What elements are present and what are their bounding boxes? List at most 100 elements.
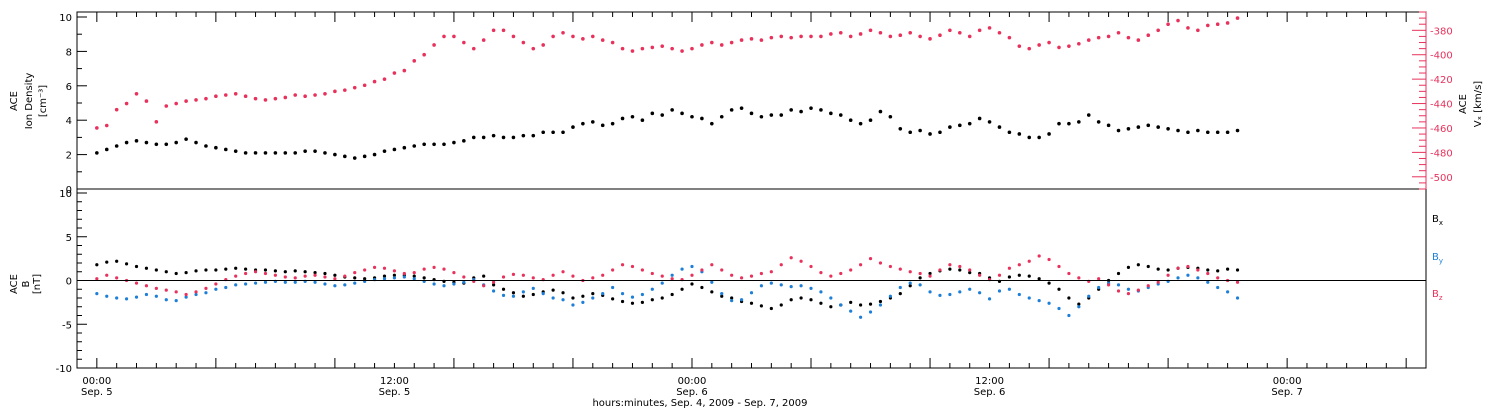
data-point — [710, 121, 714, 126]
data-point — [1235, 268, 1240, 272]
data-point — [928, 290, 932, 294]
data-point — [501, 293, 506, 297]
data-point — [571, 125, 575, 129]
data-point — [313, 93, 317, 97]
right-ylabel-line1: ACE — [1458, 94, 1469, 114]
data-point — [392, 269, 397, 273]
data-point — [561, 291, 565, 295]
data-point — [948, 267, 952, 271]
data-point — [1057, 121, 1061, 126]
data-point — [372, 79, 377, 84]
data-point — [650, 271, 654, 276]
data-point — [1166, 268, 1170, 272]
data-point — [1196, 28, 1200, 33]
data-point — [174, 271, 178, 276]
data-point — [551, 273, 555, 277]
data-point — [730, 299, 734, 303]
data-point — [134, 139, 139, 143]
data-point — [134, 281, 139, 285]
data-point — [105, 260, 109, 264]
data-point — [839, 271, 843, 276]
data-point — [402, 145, 407, 150]
data-point — [471, 46, 476, 51]
data-point — [640, 46, 645, 51]
data-point — [958, 123, 962, 128]
data-point — [283, 270, 287, 274]
data-point — [412, 274, 416, 278]
data-point — [1226, 290, 1230, 294]
data-point — [1007, 130, 1012, 135]
data-point — [660, 281, 664, 285]
data-point — [481, 38, 486, 42]
data-point — [194, 269, 198, 273]
data-point — [392, 276, 397, 280]
data-point — [164, 270, 168, 274]
data-point — [620, 116, 625, 121]
data-point — [1007, 287, 1011, 291]
data-point — [829, 296, 833, 300]
data-point — [888, 114, 893, 119]
data-point — [323, 91, 327, 96]
data-point — [918, 271, 922, 276]
data-point — [303, 149, 307, 153]
data-point — [253, 270, 258, 274]
data-point — [551, 288, 555, 292]
data-point — [799, 34, 803, 39]
data-point — [343, 274, 347, 278]
top-ytick-label: 0 — [66, 185, 72, 196]
data-point — [273, 273, 277, 277]
data-point — [234, 274, 238, 278]
data-point — [819, 301, 823, 305]
data-point — [680, 49, 684, 53]
data-point — [372, 152, 377, 157]
data-point — [224, 267, 228, 271]
data-point — [819, 290, 823, 294]
data-point — [1037, 43, 1041, 47]
data-point — [749, 37, 754, 41]
data-point — [1017, 44, 1022, 48]
data-point — [789, 298, 793, 302]
data-point — [452, 140, 456, 145]
data-point — [908, 281, 912, 285]
data-point — [392, 273, 397, 277]
data-point — [521, 290, 525, 294]
data-point — [967, 121, 972, 126]
data-point — [115, 296, 119, 300]
data-point — [1087, 294, 1091, 298]
x-tick-label-time: 00:00 — [678, 376, 707, 387]
data-point — [591, 276, 595, 280]
data-point — [1086, 38, 1091, 42]
data-point — [660, 296, 664, 300]
data-point — [501, 287, 506, 291]
data-point — [858, 32, 863, 36]
x-tick-label-time: 12:00 — [380, 376, 409, 387]
data-point — [144, 266, 149, 270]
data-point — [353, 271, 357, 275]
data-point — [154, 142, 159, 147]
data-point — [829, 111, 833, 116]
data-point — [333, 284, 337, 288]
right-ylabel-line2: Vₓ [km/s] — [1473, 81, 1484, 127]
data-point — [1225, 21, 1230, 25]
bottom-ytick-label: 5 — [66, 233, 72, 244]
data-point — [253, 96, 258, 101]
data-point — [987, 26, 992, 30]
data-point — [1186, 26, 1190, 30]
data-point — [531, 133, 536, 138]
data-point — [1007, 266, 1011, 270]
bottom-ylabel-line2: B — [21, 280, 32, 287]
data-point — [1057, 306, 1061, 311]
data-point — [958, 264, 962, 269]
data-point — [759, 38, 764, 42]
data-point — [95, 126, 99, 130]
data-point — [422, 142, 426, 147]
data-point — [263, 280, 268, 284]
data-point — [104, 123, 109, 128]
data-point — [452, 271, 456, 275]
top-ylabel-line2: Ion Density — [24, 73, 35, 130]
data-point — [958, 30, 962, 35]
data-point — [779, 263, 783, 267]
data-point — [700, 285, 704, 290]
data-point — [382, 77, 387, 81]
